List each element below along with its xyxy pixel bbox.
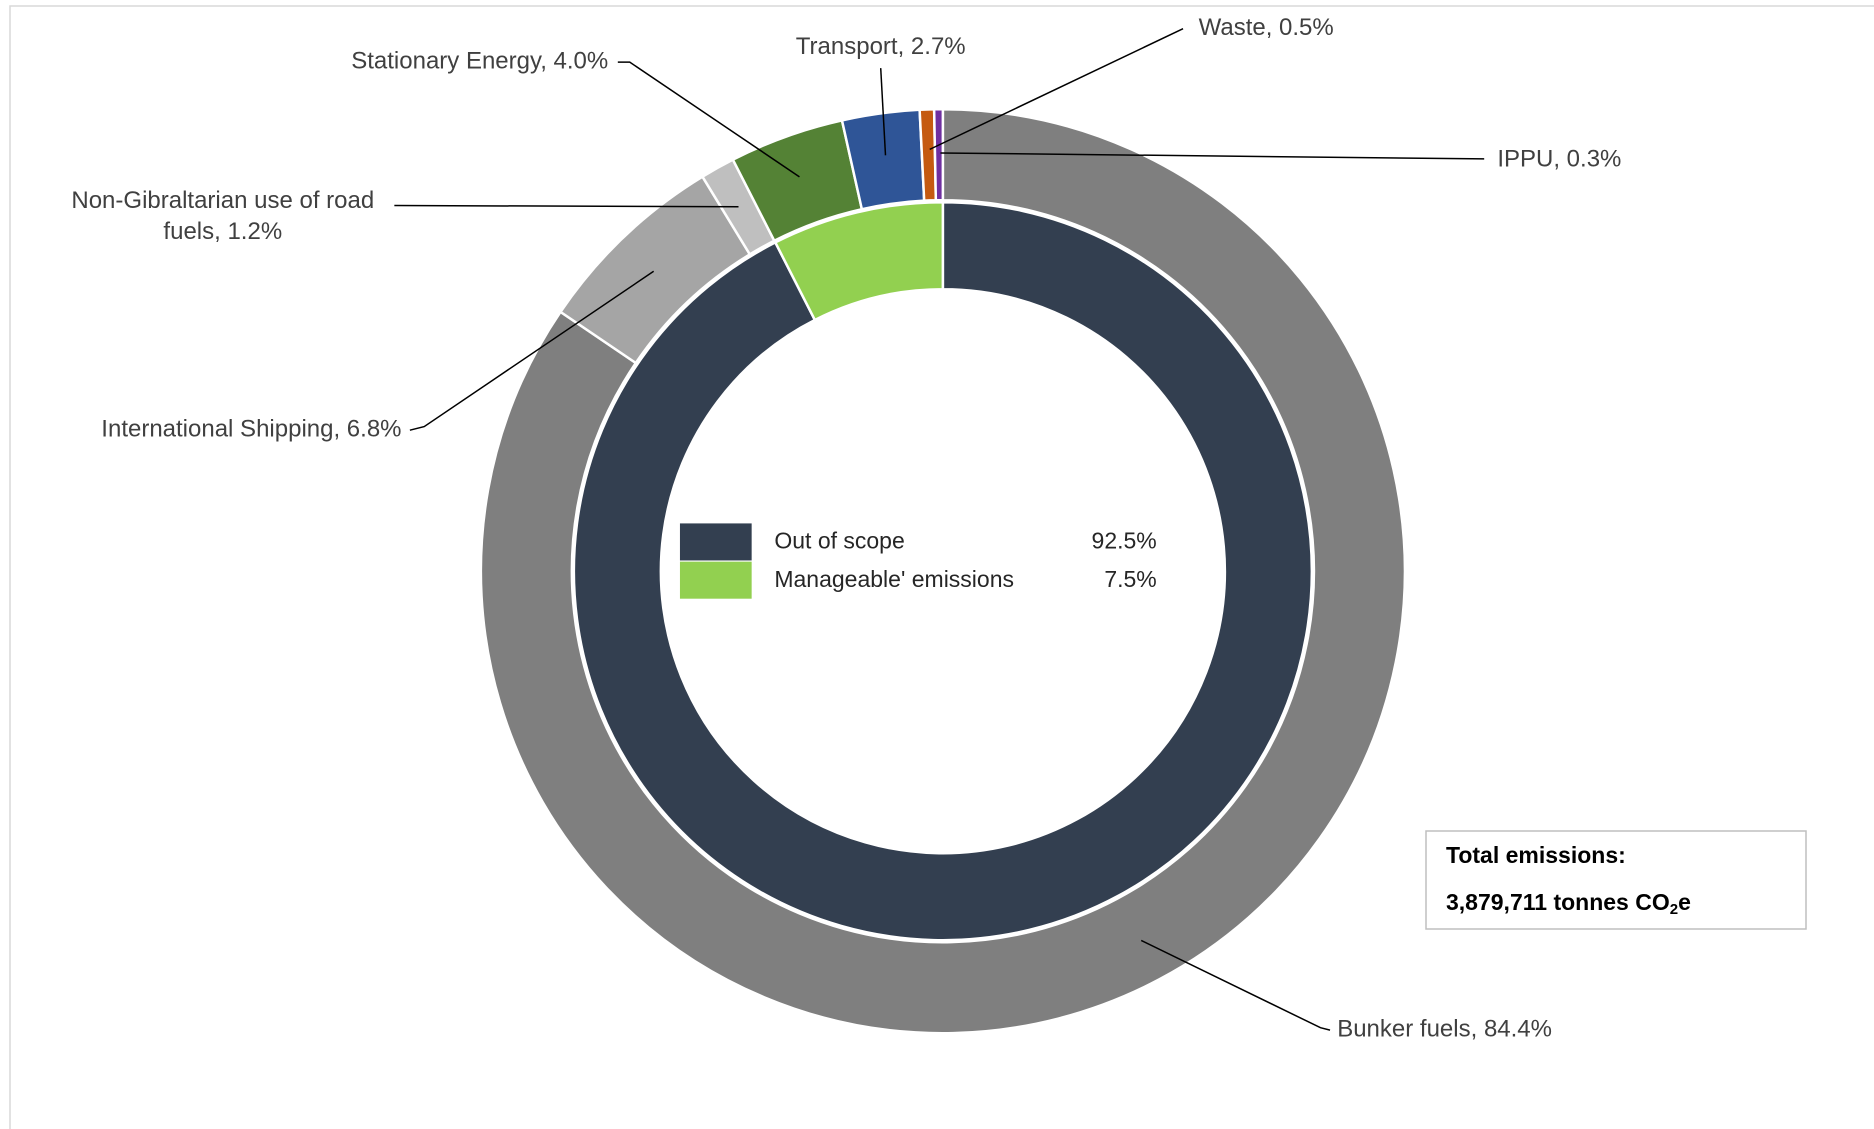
slice-label: Waste, 0.5% [1199, 14, 1334, 41]
outer-slice [932, 107, 945, 202]
legend-label: Out of scope [774, 528, 904, 554]
total-value: 3,879,711 tonnes CO [1446, 889, 1670, 915]
legend-swatch [679, 523, 752, 561]
slice-label: Bunker fuels, 84.4% [1337, 1015, 1552, 1042]
leader-line [940, 152, 1485, 160]
leader-line [409, 270, 655, 431]
slice-label: International Shipping, 6.8% [101, 416, 401, 443]
inner-slice [773, 200, 945, 322]
total-subscript: 2 [1670, 901, 1678, 918]
total-suffix: e [1678, 889, 1691, 915]
leader-line [929, 28, 1184, 151]
slice-label: IPPU, 0.3% [1497, 145, 1621, 172]
slice-label: Non-Gibraltarian use of road fuels, 1.2% [71, 187, 375, 246]
leader-line [879, 68, 887, 156]
leader-line [617, 61, 800, 178]
total-title: Total emissions: [1446, 842, 1626, 868]
legend-label: Manageable' emissions [774, 566, 1014, 592]
leader-line [1140, 939, 1331, 1031]
chart-frame [9, 5, 1874, 1129]
slice-label: Transport, 2.7% [796, 33, 966, 60]
legend-value: 7.5% [1104, 566, 1156, 592]
legend-value: 92.5% [1092, 528, 1157, 554]
total-box [1425, 830, 1807, 930]
total-text: 3,879,711 tonnes CO2e [1446, 889, 1691, 918]
legend-swatch [679, 561, 752, 599]
outer-slice [479, 107, 1407, 1035]
leader-line [394, 204, 739, 208]
inner-slice [572, 200, 1314, 942]
slice-label: Stationary Energy, 4.0% [351, 47, 608, 74]
